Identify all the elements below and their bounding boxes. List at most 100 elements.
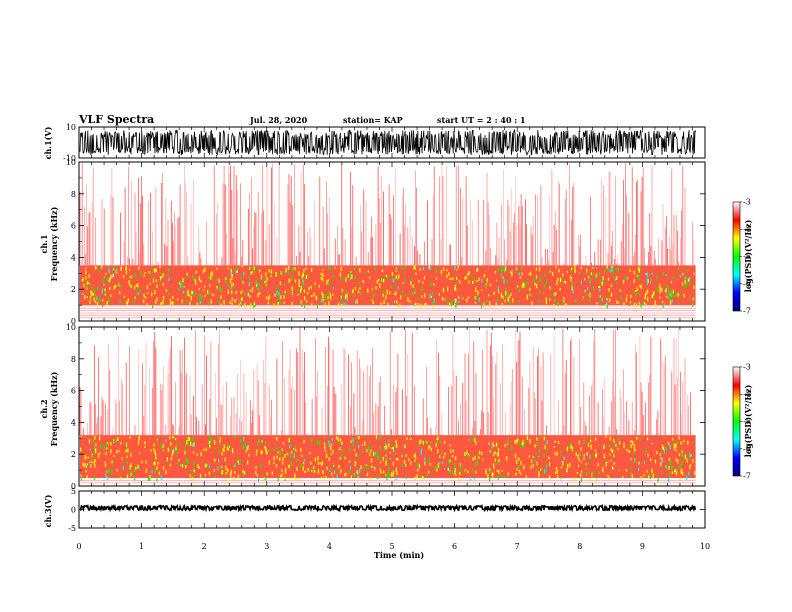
spectrogram-speckle (419, 439, 421, 444)
spectrogram-speckle (287, 452, 289, 456)
spectrogram-speckle (504, 265, 507, 271)
spectrogram-speckle (660, 471, 663, 475)
spectrogram-speckle (451, 299, 454, 302)
spectrogram-speckle (256, 282, 258, 286)
spectrogram-speckle (200, 451, 202, 457)
spectrogram-speckle (608, 476, 610, 480)
spectrogram-speckle (265, 284, 268, 287)
spectrogram-speckle (388, 438, 390, 443)
spectrogram-speckle (331, 438, 333, 441)
spectrogram-speckle (589, 278, 591, 282)
spectrogram-speckle (265, 272, 267, 277)
spectrogram-speckle (521, 442, 523, 446)
p2-y-tick-label: 8 (71, 190, 76, 199)
spectrogram-speckle (198, 301, 200, 304)
spectrogram-speckle (662, 446, 665, 451)
spectrogram-speckle (219, 285, 221, 291)
spectrogram-speckle (656, 287, 659, 290)
spectrogram-speckle (155, 300, 157, 305)
spectrogram-speckle (634, 448, 636, 452)
spectrogram-speckle (289, 437, 291, 440)
spectrogram-speckle (694, 441, 696, 444)
spectrogram-speckle (675, 469, 677, 473)
spectrogram-speckle (562, 301, 564, 304)
spectrogram-speckle (518, 272, 520, 276)
spectrogram-speckle (167, 447, 169, 452)
spectrogram-speckle (491, 473, 494, 478)
spectrogram-speckle (557, 440, 560, 445)
spectrogram-speckle (511, 272, 513, 277)
spectrogram-speckle (477, 290, 479, 296)
spectrogram-speckle (352, 438, 354, 442)
spectrogram-speckle (337, 467, 339, 469)
spectrogram-speckle (329, 267, 332, 270)
spectrogram-speckle (266, 277, 268, 281)
spectrogram-speckle (419, 268, 421, 271)
spectrogram-speckle (569, 275, 572, 279)
spectrogram-speckle (410, 461, 412, 465)
spectrogram-speckle (414, 456, 417, 459)
spectrogram-speckle (563, 299, 565, 303)
spectrogram-speckle (93, 461, 95, 465)
ch3-y-tick-label: -5 (68, 524, 76, 533)
spectrogram-speckle (471, 467, 473, 472)
spectrogram-speckle (341, 453, 343, 458)
spectrogram-speckle (313, 465, 315, 470)
spectrogram-speckle (475, 441, 477, 445)
spectrogram-speckle (633, 450, 636, 454)
spectrogram-speckle (420, 440, 422, 443)
spectrogram-speckle (583, 457, 585, 461)
spectrogram-speckle (325, 450, 327, 453)
spectrogram-speckle (497, 460, 499, 465)
spectrogram-speckle (95, 296, 98, 300)
colorbar-scale (732, 366, 741, 477)
spectrogram-speckle (456, 274, 459, 277)
spectrogram-speckle (672, 289, 674, 294)
spectrogram-speckle (248, 276, 250, 280)
spectrogram-speckle (530, 465, 532, 470)
spectrogram-speckle (467, 470, 469, 474)
spectrogram-speckle (529, 438, 531, 442)
spectrogram-speckle (616, 276, 618, 280)
spectrogram-speckle (608, 287, 610, 292)
spectrogram-speckle (409, 300, 411, 303)
spectrogram-speckle (210, 276, 212, 280)
spectrogram-speckle (265, 280, 267, 283)
spectrogram-speckle (549, 269, 551, 271)
spectrogram-speckle (447, 286, 449, 292)
spectrogram-speckle (684, 454, 687, 459)
p2-y-tick-label: 4 (71, 253, 76, 262)
spectrogram-speckle (288, 278, 290, 283)
spectrogram-speckle (128, 280, 130, 286)
spectrogram-speckle (332, 275, 334, 279)
spectrogram-speckle (601, 281, 603, 286)
spectrogram-speckle (95, 267, 97, 270)
spectrogram-speckle (481, 278, 483, 283)
spectrogram-speckle (369, 452, 371, 457)
spectrogram-speckle (329, 293, 331, 298)
spectrogram-speckle (636, 287, 638, 291)
spectrogram-speckle (614, 276, 616, 279)
spectrogram-speckle (428, 265, 430, 268)
spectrogram-speckle (650, 458, 652, 461)
spectrogram-speckle (475, 462, 477, 467)
spectrogram-speckle (495, 302, 497, 306)
spectrogram-speckle (175, 462, 178, 465)
spectrogram-speckle (365, 464, 367, 467)
spectrogram-speckle (106, 301, 108, 306)
spectrogram-speckle (598, 272, 601, 276)
spectrogram-speckle (522, 439, 524, 445)
spectrogram-speckle (89, 461, 91, 464)
spectrogram-speckle (120, 284, 123, 287)
spectrogram-speckle (646, 281, 649, 286)
spectrogram-speckle (340, 295, 342, 299)
spectrogram-speckle (111, 460, 113, 464)
spectrogram-speckle (97, 453, 100, 458)
spectrogram-speckle (570, 277, 572, 282)
spectrogram-speckle (231, 273, 233, 279)
spectrogram-speckle (127, 300, 129, 303)
spectrogram-speckle (270, 274, 272, 278)
spectrogram-speckle (224, 477, 226, 483)
spectrogram-speckle (645, 303, 647, 306)
